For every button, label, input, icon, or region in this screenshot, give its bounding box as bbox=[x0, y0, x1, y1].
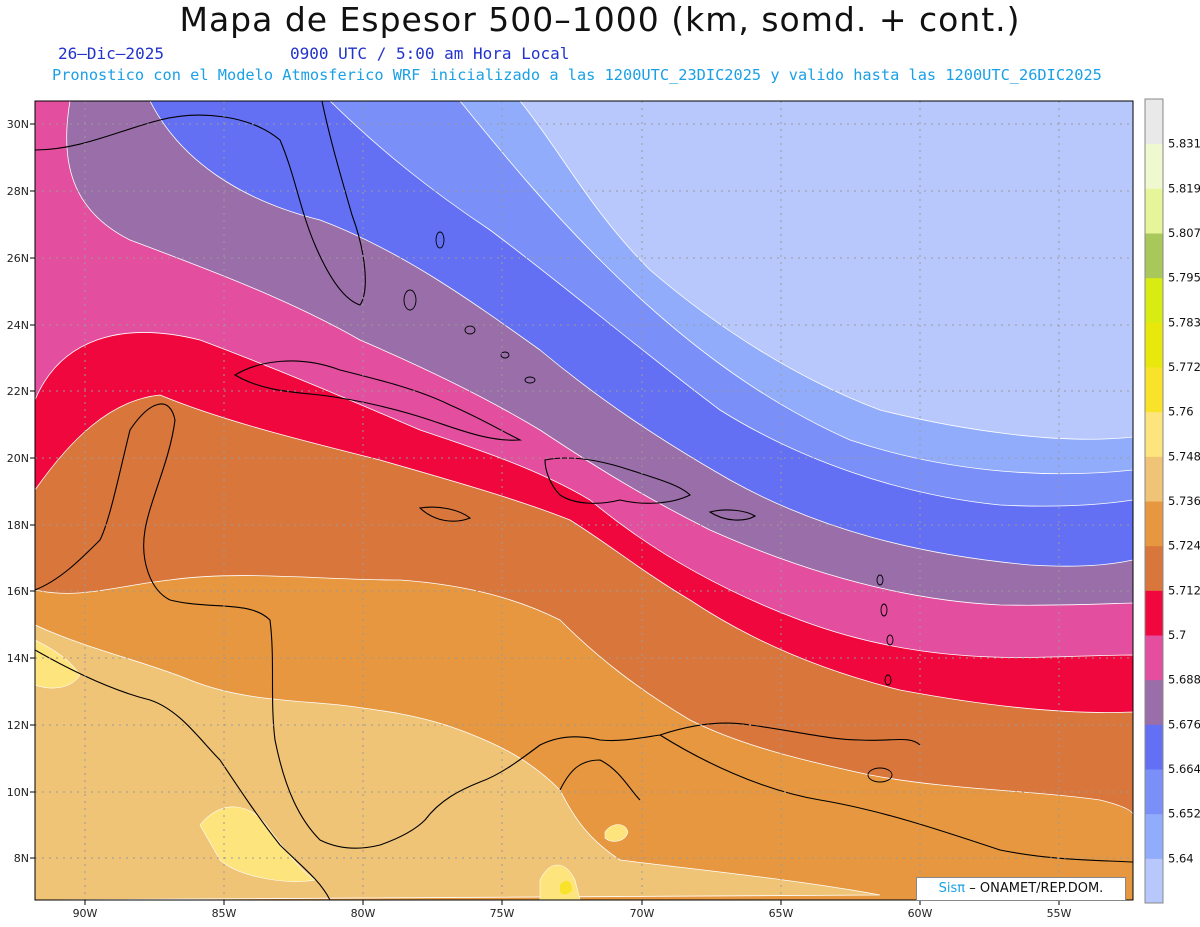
coast-puerto-rico bbox=[708, 509, 757, 521]
colorbar-swatch bbox=[1145, 277, 1163, 323]
lat-tick-label: 16N bbox=[7, 585, 29, 598]
island-bahamas-4 bbox=[500, 351, 510, 359]
colorbar-label: 5.664 bbox=[1168, 762, 1200, 776]
colorbar-label: 5.688 bbox=[1168, 673, 1200, 687]
island-lesser-antilles-2 bbox=[880, 603, 888, 617]
warm-cell-coast bbox=[35, 639, 81, 689]
colorbar-label: 5.7 bbox=[1168, 628, 1186, 642]
island-trinidad bbox=[867, 767, 893, 783]
coast-pacific bbox=[35, 649, 331, 900]
lon-tick-label: 75W bbox=[490, 907, 515, 920]
credit-brand: Sisπ bbox=[938, 881, 966, 896]
island-lesser-antilles-4 bbox=[884, 674, 892, 686]
lon-tick-label: 70W bbox=[630, 907, 655, 920]
coast-gulf-florida bbox=[35, 101, 366, 306]
lon-tick-label: 65W bbox=[769, 907, 794, 920]
lat-tick-label: 12N bbox=[7, 719, 29, 732]
lon-tick-label: 80W bbox=[351, 907, 376, 920]
colorbar-label: 5.831 bbox=[1168, 137, 1200, 151]
colorbar-swatch bbox=[1145, 813, 1163, 859]
lon-tick-label: 85W bbox=[212, 907, 237, 920]
credit-org: – ONAMET/REP.DOM. bbox=[969, 881, 1104, 896]
lat-tick-label: 30N bbox=[7, 118, 29, 131]
forecast-date: 26–Dic–2025 bbox=[58, 44, 164, 63]
coast-jamaica bbox=[418, 506, 472, 522]
lat-tick-label: 8N bbox=[14, 852, 29, 865]
colorbar-label: 5.724 bbox=[1168, 539, 1200, 553]
coast-venezuela-inland bbox=[559, 759, 641, 801]
colorbar-swatch bbox=[1145, 456, 1163, 502]
colorbar-frame bbox=[1144, 98, 1164, 904]
colorbar: 5.64 5.652 5.664 5.676 5.688 5.7 5.712 5.724 5.7… bbox=[1144, 98, 1200, 904]
colorbar-swatch bbox=[1145, 769, 1163, 815]
warm-cell-honduras bbox=[199, 806, 316, 882]
lat-tick-label: 28N bbox=[7, 185, 29, 198]
island-lesser-antilles-1 bbox=[876, 574, 884, 586]
colorbar-label: 5.76 bbox=[1168, 405, 1194, 419]
colorbar-swatch bbox=[1145, 188, 1163, 234]
lon-axis: 90W 85W 80W 75W 70W 65W 60W 55W bbox=[73, 907, 1072, 920]
map-frame bbox=[34, 100, 1134, 901]
coast-hispaniola bbox=[544, 457, 691, 504]
colorbar-label: 5.712 bbox=[1168, 583, 1200, 597]
lat-tick-label: 10N bbox=[7, 786, 29, 799]
colorbar-label: 5.783 bbox=[1168, 315, 1200, 329]
colorbar-swatch bbox=[1145, 99, 1163, 145]
credit-box: Sisπ – ONAMET/REP.DOM. bbox=[916, 877, 1126, 901]
island-bahamas-3 bbox=[464, 325, 476, 335]
thickness-field bbox=[35, 101, 1133, 900]
colorbar-label: 5.748 bbox=[1168, 449, 1200, 463]
lat-tick-label: 14N bbox=[7, 652, 29, 665]
island-bahamas-1 bbox=[403, 289, 417, 311]
colorbar-swatch bbox=[1145, 322, 1163, 368]
colorbar-swatch bbox=[1145, 679, 1163, 725]
lon-tick-label: 90W bbox=[73, 907, 98, 920]
colorbar-swatch bbox=[1145, 858, 1163, 904]
lat-tick-label: 22N bbox=[7, 385, 29, 398]
colorbar-swatch bbox=[1145, 411, 1163, 457]
coast-central-america bbox=[169, 599, 921, 849]
map-title: Mapa de Espesor 500–1000 (km, somd. + co… bbox=[179, 0, 1021, 39]
colorbar-label: 5.652 bbox=[1168, 807, 1200, 821]
coast-south-america bbox=[659, 734, 1133, 863]
graticule bbox=[35, 101, 1133, 900]
warm-cell-venezuela bbox=[604, 824, 629, 842]
colorbar-label: 5.772 bbox=[1168, 360, 1200, 374]
island-bahamas-5 bbox=[524, 376, 536, 384]
islands bbox=[403, 231, 894, 783]
colorbar-swatch bbox=[1145, 143, 1163, 189]
lat-tick-label: 24N bbox=[7, 319, 29, 332]
colorbar-label: 5.64 bbox=[1168, 851, 1194, 865]
colorbar-swatch bbox=[1145, 590, 1163, 636]
hot-spot-colombia bbox=[560, 880, 572, 895]
lat-tick-label: 26N bbox=[7, 252, 29, 265]
lon-tick-label: 55W bbox=[1047, 907, 1072, 920]
forecast-description: Pronostico con el Modelo Atmosferico WRF… bbox=[52, 66, 1102, 84]
colorbar-swatch bbox=[1145, 501, 1163, 547]
lon-tick-label: 60W bbox=[908, 907, 933, 920]
colorbar-label: 5.795 bbox=[1168, 271, 1200, 285]
forecast-time: 0900 UTC / 5:00 am Hora Local bbox=[290, 44, 570, 63]
colorbar-swatch bbox=[1145, 635, 1163, 681]
island-bahamas-2 bbox=[435, 231, 445, 249]
colorbar-swatch bbox=[1145, 233, 1163, 279]
coast-cuba bbox=[233, 360, 523, 441]
colorbar-swatch bbox=[1145, 724, 1163, 770]
colorbar-swatch bbox=[1145, 545, 1163, 591]
colorbar-swatch bbox=[1145, 367, 1163, 413]
colorbar-label: 5.676 bbox=[1168, 717, 1200, 731]
coastlines bbox=[35, 101, 1133, 900]
lat-tick-label: 18N bbox=[7, 519, 29, 532]
island-lesser-antilles-3 bbox=[886, 634, 894, 646]
lat-tick-label: 20N bbox=[7, 452, 29, 465]
colorbar-label: 5.807 bbox=[1168, 226, 1200, 240]
colorbar-label: 5.819 bbox=[1168, 181, 1200, 195]
coast-yucatan bbox=[35, 403, 176, 601]
lat-axis: 30N 28N 26N 24N 22N 20N 18N 16N 14N 12N … bbox=[7, 118, 29, 865]
colorbar-label: 5.736 bbox=[1168, 494, 1200, 508]
